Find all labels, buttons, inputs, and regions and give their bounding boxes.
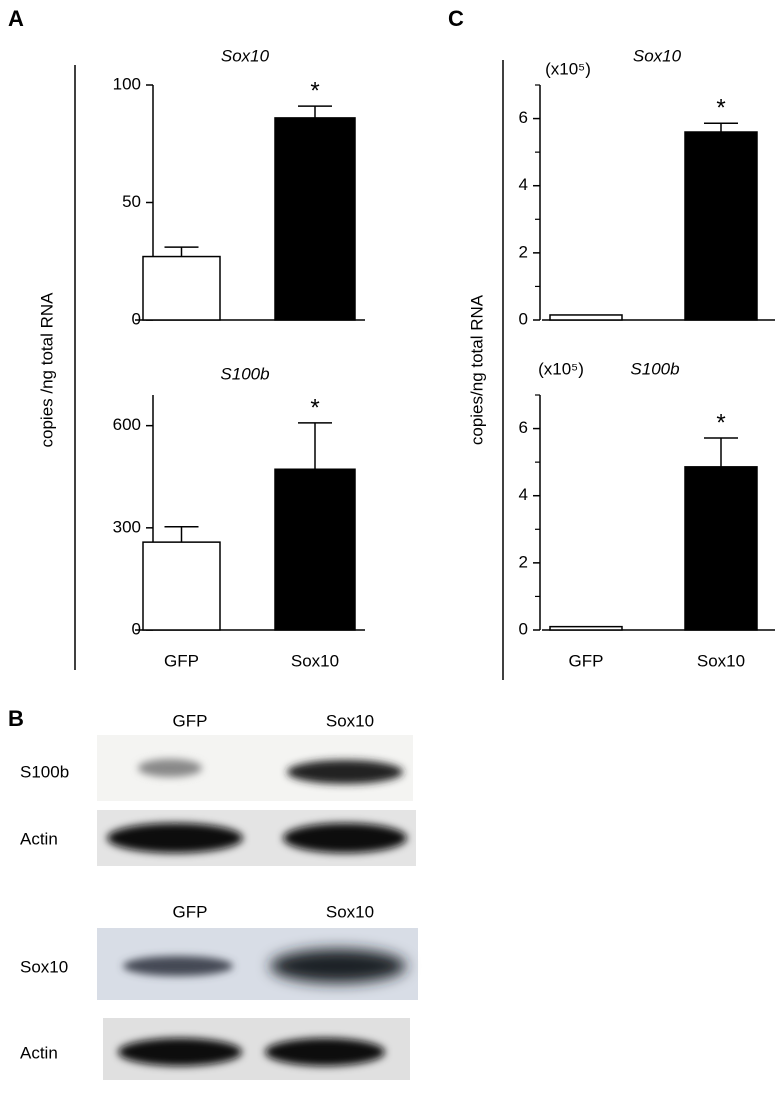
chart-title: S100b: [630, 359, 679, 378]
chart-title: Sox10: [221, 46, 270, 65]
blot-images: [97, 735, 418, 1080]
row-label: Sox10: [20, 957, 68, 976]
row-label: Actin: [20, 829, 58, 848]
y-tick-label: 2: [519, 242, 528, 261]
chart-title: S100b: [220, 364, 269, 383]
bar: [549, 625, 623, 631]
panel-label: B: [8, 706, 24, 731]
y-tick-label: 0: [132, 619, 141, 638]
row-label: S100b: [20, 762, 69, 781]
x-tick-label: Sox10: [291, 651, 339, 670]
lane-label: GFP: [173, 711, 208, 730]
bar: [142, 541, 221, 631]
y-axis-label: copies/ng total RNA: [467, 294, 486, 445]
annotation: *: [310, 394, 319, 421]
y-tick-label: 600: [113, 415, 141, 434]
y-tick-label: 0: [519, 309, 528, 328]
bar: [274, 117, 356, 321]
bar: [684, 466, 758, 631]
y-tick-label: 100: [113, 74, 141, 93]
unit-label: (x10⁵): [545, 59, 591, 78]
lane-label: Sox10: [326, 902, 374, 921]
lane-label: Sox10: [326, 711, 374, 730]
panel-label: A: [8, 6, 24, 31]
annotation: *: [716, 409, 725, 436]
y-axis-label: copies /ng total RNA: [37, 292, 56, 448]
annotation: *: [310, 77, 319, 104]
panel-label: C: [448, 6, 464, 31]
y-tick-label: 2: [519, 552, 528, 571]
bar: [274, 468, 356, 631]
x-tick-label: Sox10: [697, 651, 745, 670]
y-tick-label: 300: [113, 517, 141, 536]
lane-label: GFP: [173, 902, 208, 921]
y-tick-label: 0: [132, 309, 141, 328]
y-tick-label: 6: [519, 108, 528, 127]
bar: [142, 255, 221, 321]
y-tick-label: 6: [519, 418, 528, 437]
annotation: *: [716, 95, 725, 122]
y-tick-label: 4: [519, 485, 528, 504]
x-tick-label: GFP: [164, 651, 199, 670]
unit-label: (x10⁵): [538, 359, 584, 378]
x-tick-label: GFP: [569, 651, 604, 670]
bar: [684, 131, 758, 321]
y-tick-label: 50: [122, 192, 141, 211]
y-tick-label: 4: [519, 175, 528, 194]
y-tick-label: 0: [519, 619, 528, 638]
bar: [549, 314, 623, 321]
row-label: Actin: [20, 1043, 58, 1062]
chart-title: Sox10: [633, 46, 682, 65]
